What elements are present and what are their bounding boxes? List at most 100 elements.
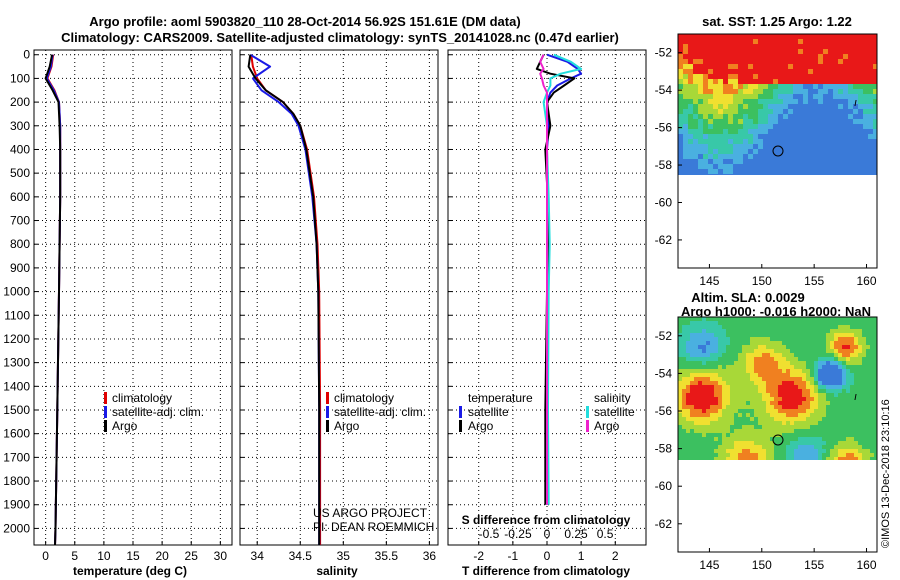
sst-cell [858, 39, 863, 44]
sla-cell [798, 453, 802, 457]
sla-cell [706, 357, 710, 361]
sla-cell [842, 421, 846, 425]
sst-cell [873, 139, 877, 144]
sla-cell [774, 321, 778, 325]
sst-cell [773, 164, 778, 169]
sst-cell [823, 184, 828, 189]
sla-cell [722, 397, 726, 401]
sla-cell [842, 385, 846, 389]
sla-cell [830, 473, 834, 477]
sst-cell [718, 104, 723, 109]
sla-cell [746, 357, 750, 361]
sla-cell [698, 465, 702, 469]
sla-cell [694, 341, 698, 345]
sla-cell [782, 481, 786, 485]
sla-cell [706, 329, 710, 333]
sla-cell [850, 469, 854, 473]
sla-cell [786, 365, 790, 369]
sla-cell [706, 361, 710, 365]
sst-cell [743, 99, 748, 104]
sla-cell [842, 341, 846, 345]
sla-cell [750, 369, 754, 373]
sla-cell [718, 361, 722, 365]
sst-cell [728, 34, 733, 39]
sst-cell [833, 179, 838, 184]
sla-cell [806, 421, 810, 425]
sst-cell [778, 39, 783, 44]
sst-cell [718, 194, 723, 199]
sla-cell [866, 473, 870, 477]
sla-cell [782, 493, 786, 497]
sst-cell [738, 134, 743, 139]
sla-cell [730, 329, 734, 333]
sst-cell [833, 189, 838, 194]
sla-cell [706, 409, 710, 413]
sla-cell [714, 325, 718, 329]
sla-cell [850, 321, 854, 325]
sla-cell [862, 449, 866, 453]
sla-cell [694, 417, 698, 421]
sla-cell [854, 345, 858, 349]
sst-cell [833, 134, 838, 139]
sst-cell [828, 114, 833, 119]
sla-cell [798, 381, 802, 385]
sla-cell [702, 409, 706, 413]
sst-cell [748, 174, 753, 175]
sst-cell [843, 189, 848, 194]
sst-cell [723, 44, 728, 49]
sla-cell [862, 473, 866, 477]
sla-cell [798, 461, 802, 465]
sla-cell [794, 333, 798, 337]
sla-cell [710, 381, 714, 385]
sla-cell [722, 333, 726, 337]
sla-cell [794, 337, 798, 341]
imos-credit: ©IMOS 13-Dec-2018 23:10:16 [880, 399, 892, 548]
sla-cell [702, 481, 706, 485]
sst-cell [858, 164, 863, 169]
sst-cell [788, 189, 793, 194]
sla-cell [750, 381, 754, 385]
sla-cell [838, 385, 842, 389]
sst-cell [813, 134, 818, 139]
sla-cell [754, 405, 758, 409]
sla-cell [870, 333, 874, 337]
sst-cell [838, 99, 843, 104]
sst-cell [698, 39, 703, 44]
sst-cell [708, 164, 713, 169]
sla-cell [750, 421, 754, 425]
sla-cell [874, 437, 877, 441]
sla-cell [834, 465, 838, 469]
sst-cell [743, 134, 748, 139]
sst-cell [763, 199, 768, 204]
sst-cell [753, 49, 758, 54]
sst-cell [788, 124, 793, 129]
sst-cell [703, 54, 708, 59]
x2-tick-label: 0.25 [564, 527, 588, 541]
legend-label-argo: Argo [112, 419, 138, 433]
sla-cell [822, 405, 826, 409]
sst-cell [813, 49, 818, 54]
sla-cell [826, 481, 830, 485]
sla-cell [858, 461, 862, 465]
sla-cell [726, 489, 730, 493]
sla-cell [862, 353, 866, 357]
sst-cell [683, 204, 688, 209]
sla-cell [702, 485, 706, 489]
sst-cell [848, 199, 853, 204]
sst-cell [868, 99, 873, 104]
sst-cell [808, 159, 813, 164]
sla-cell [814, 413, 818, 417]
sst-cell [828, 59, 833, 64]
sst-cell [853, 69, 858, 74]
sla-cell [838, 449, 842, 453]
sst-cell [713, 79, 718, 84]
sla-cell [862, 429, 866, 433]
sst-cell [823, 124, 828, 129]
sla-cell [690, 405, 694, 409]
sla-cell [858, 381, 862, 385]
sla-cell [706, 433, 710, 437]
sla-cell [734, 381, 738, 385]
sst-cell [868, 54, 873, 59]
sla-cell [802, 337, 806, 341]
sst-cell [733, 119, 738, 124]
